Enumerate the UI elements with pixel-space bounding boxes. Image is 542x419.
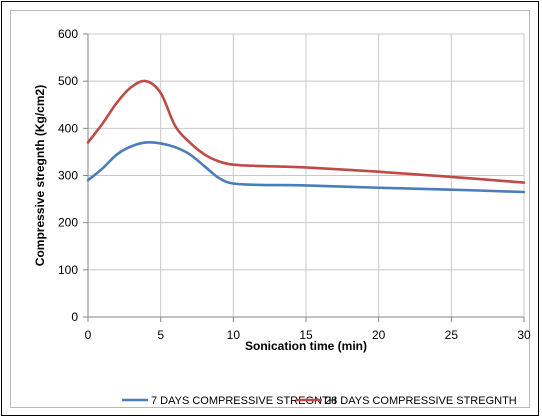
y-tick-label: 500: [58, 74, 78, 88]
y-tick-label: 400: [58, 121, 78, 135]
series-lines: [86, 79, 526, 194]
x-tick-label: 15: [299, 328, 313, 342]
legend-label-7-days: 7 DAYS COMPRESSIVE STREGNTH: [151, 395, 337, 407]
series-line-28-days: [86, 79, 526, 184]
gridlines: [88, 33, 525, 317]
y-axis-title: Compressive stregnth (Kg/cm2): [33, 85, 47, 266]
y-tick-label: 0: [71, 310, 78, 324]
y-tick-label: 200: [58, 216, 78, 230]
y-tick-label: 600: [58, 27, 78, 41]
tick-labels: 0 100 200 300 400 500 600 0 5 10 15 20 25 30: [58, 27, 531, 342]
y-tick-label: 100: [58, 263, 78, 277]
x-tick-label: 30: [517, 328, 531, 342]
x-tick-label: 5: [157, 328, 164, 342]
x-tick-label: 20: [372, 328, 386, 342]
x-tick-label: 10: [227, 328, 241, 342]
x-tick-label: 0: [85, 328, 92, 342]
y-tick-label: 300: [58, 169, 78, 183]
legend-label-28-days: 28 DAYS COMPRESSIVE STREGNTH: [325, 395, 517, 407]
chart-area-frame: [10, 10, 530, 408]
x-tick-label: 25: [445, 328, 459, 342]
series-line-7-days: [86, 141, 526, 194]
legend: 7 DAYS COMPRESSIVE STREGNTH 28 DAYS COMP…: [122, 395, 517, 407]
x-axis-title: Sonication time (min): [245, 339, 367, 353]
axes: [83, 33, 525, 322]
